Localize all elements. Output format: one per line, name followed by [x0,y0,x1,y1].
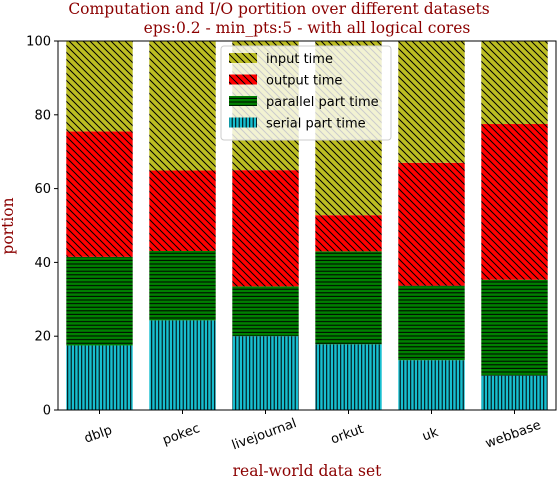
x-tick-label-webbase: webbase [484,418,544,452]
bar-webbase-input-time [481,41,548,125]
bars-group [66,41,548,410]
legend-swatch-parallel-part-time [229,96,257,106]
plot-frame [57,40,557,411]
legend-label-input-time: input time [266,52,333,67]
bar-orkut-parallel-part-time [315,251,382,345]
legend-swatch-serial-part-time [229,117,257,128]
y-axis: 0 20 40 60 80 100 [26,35,58,419]
bar-orkut-serial-part-time [315,344,382,410]
legend: input time output time parallel part time s… [220,45,392,141]
bar-uk-serial-part-time [398,360,465,410]
bar-pokec-serial-part-time [149,320,216,410]
legend-label-parallel-part-time: parallel part time [266,95,379,110]
y-tick-label: 20 [34,330,51,345]
bar-livejournal-output-time [232,170,299,287]
bar-webbase-serial-part-time [481,375,548,410]
x-tick-label-dblp: dblp [82,423,114,447]
x-tick-label-livejournal: livejournal [230,416,299,453]
chart-subtitle: eps:0.2 - min_pts:5 - with all logical c… [144,19,471,37]
bar-dblp-input-time [66,41,133,132]
x-axis: dblp pokec livejournal orkut uk webbase [82,410,543,453]
y-axis-label: portion [0,197,17,254]
bar-livejournal-serial-part-time [232,336,299,410]
bar-uk-input-time [398,41,465,163]
legend-label-serial-part-time: serial part time [266,117,366,132]
y-tick-label: 40 [34,256,51,271]
legend-swatch-input-time [229,53,257,63]
x-tick-label-pokec: pokec [161,421,202,448]
bar-pokec-parallel-part-time [149,250,216,321]
y-tick-label: 0 [43,404,51,419]
bar-livejournal-parallel-part-time [232,286,299,337]
legend-label-output-time: output time [266,74,342,89]
bar-orkut-output-time [315,215,382,252]
chart-title: Computation and I/O portition over diffe… [68,0,489,18]
y-tick-label: 100 [26,35,51,50]
x-axis-label: real-world data set [233,462,383,480]
bar-uk-output-time [398,162,465,286]
x-tick-label-uk: uk [420,425,440,445]
y-tick-label: 60 [34,182,51,197]
bar-pokec-output-time [149,170,216,251]
x-tick-label-orkut: orkut [329,422,366,448]
bar-dblp-output-time [66,131,133,257]
bar-pokec-input-time [149,41,216,171]
bar-dblp-parallel-part-time [66,256,133,346]
bar-uk-parallel-part-time [398,285,465,361]
legend-swatch-output-time [229,74,257,85]
legend-box [220,45,392,141]
bar-webbase-output-time [481,124,548,280]
y-tick-label: 80 [34,108,51,123]
bar-webbase-parallel-part-time [481,279,548,376]
bar-dblp-serial-part-time [66,345,133,410]
